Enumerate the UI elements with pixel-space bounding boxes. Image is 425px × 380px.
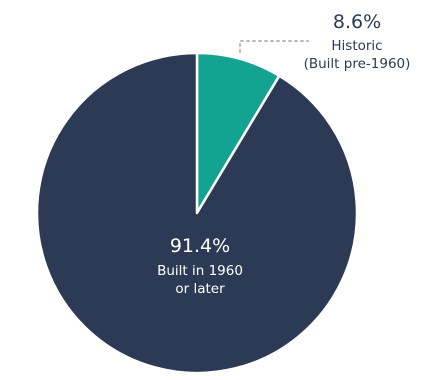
slice-0-label-line-0: Historic bbox=[331, 38, 382, 54]
slice-1-label-line-0: Built in 1960 bbox=[157, 263, 243, 279]
pie-slice-0 bbox=[195, 51, 281, 215]
slice-1-label-line-1: or later bbox=[175, 281, 225, 297]
slice-0-leader-line bbox=[239, 40, 309, 53]
pie-slice-1 bbox=[35, 51, 359, 375]
slice-1-value-label: 91.4% bbox=[170, 235, 230, 257]
slice-0-value-label: 8.6% bbox=[333, 11, 381, 33]
slice-0-label-line-1: (Built pre-1960) bbox=[304, 56, 411, 72]
